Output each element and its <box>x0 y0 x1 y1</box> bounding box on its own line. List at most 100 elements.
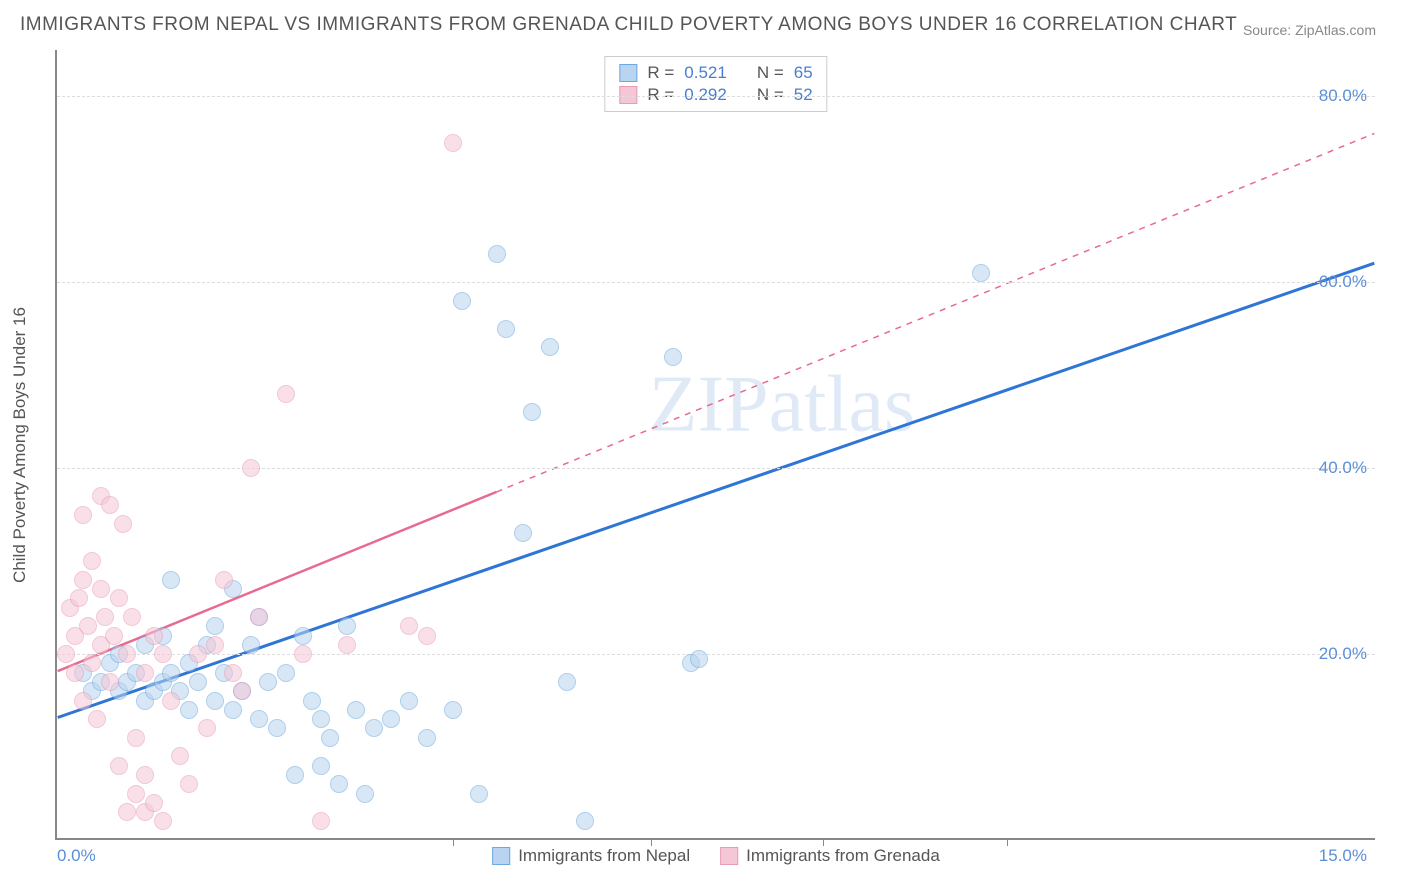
swatch-series2 <box>619 86 637 104</box>
scatter-point <box>145 794 163 812</box>
stats-N-value-2: 52 <box>794 85 813 105</box>
scatter-point <box>101 496 119 514</box>
scatter-point <box>338 617 356 635</box>
scatter-point <box>154 645 172 663</box>
stats-row-series1: R = 0.521 N = 65 <box>619 63 812 83</box>
x-tick-mark <box>453 838 454 846</box>
scatter-point <box>189 673 207 691</box>
scatter-point <box>365 719 383 737</box>
scatter-point <box>400 692 418 710</box>
scatter-point <box>303 692 321 710</box>
scatter-point <box>123 608 141 626</box>
y-tick-label: 60.0% <box>1319 272 1367 292</box>
scatter-point <box>162 664 180 682</box>
scatter-point <box>66 664 84 682</box>
chart-container: IMMIGRANTS FROM NEPAL VS IMMIGRANTS FROM… <box>0 0 1406 892</box>
scatter-point <box>57 645 75 663</box>
legend-label-2: Immigrants from Grenada <box>746 846 940 866</box>
scatter-point <box>400 617 418 635</box>
x-tick-mark <box>823 838 824 846</box>
scatter-point <box>268 719 286 737</box>
scatter-point <box>180 775 198 793</box>
scatter-point <box>88 710 106 728</box>
scatter-point <box>224 701 242 719</box>
legend-swatch-2 <box>720 847 738 865</box>
y-axis-label: Child Poverty Among Boys Under 16 <box>10 307 30 583</box>
chart-title: IMMIGRANTS FROM NEPAL VS IMMIGRANTS FROM… <box>20 14 1237 36</box>
stats-legend-box: R = 0.521 N = 65 R = 0.292 N = 52 <box>604 56 827 112</box>
stats-N-value-1: 65 <box>794 63 813 83</box>
scatter-point <box>110 589 128 607</box>
scatter-point <box>224 664 242 682</box>
gridline-h <box>57 96 1375 97</box>
bottom-legend: Immigrants from Nepal Immigrants from Gr… <box>492 846 940 866</box>
stats-R-label: R = <box>647 85 674 105</box>
scatter-point <box>321 729 339 747</box>
scatter-point <box>356 785 374 803</box>
scatter-point <box>171 747 189 765</box>
scatter-point <box>74 506 92 524</box>
scatter-point <box>382 710 400 728</box>
scatter-point <box>136 664 154 682</box>
y-tick-label: 80.0% <box>1319 86 1367 106</box>
gridline-h <box>57 282 1375 283</box>
scatter-point <box>162 571 180 589</box>
scatter-point <box>74 571 92 589</box>
scatter-point <box>294 627 312 645</box>
scatter-point <box>215 571 233 589</box>
gridline-h <box>57 654 1375 655</box>
source-label: Source: ZipAtlas.com <box>1243 22 1376 38</box>
x-tick-max: 15.0% <box>1319 846 1367 866</box>
scatter-point <box>286 766 304 784</box>
scatter-point <box>444 701 462 719</box>
y-tick-label: 20.0% <box>1319 644 1367 664</box>
scatter-point <box>92 580 110 598</box>
scatter-point <box>242 459 260 477</box>
scatter-point <box>74 692 92 710</box>
scatter-point <box>206 617 224 635</box>
scatter-point <box>523 403 541 421</box>
scatter-point <box>127 785 145 803</box>
scatter-point <box>277 385 295 403</box>
scatter-point <box>347 701 365 719</box>
legend-item-2: Immigrants from Grenada <box>720 846 940 866</box>
scatter-point <box>277 664 295 682</box>
scatter-point <box>105 627 123 645</box>
scatter-point <box>558 673 576 691</box>
scatter-point <box>189 645 207 663</box>
scatter-point <box>294 645 312 663</box>
legend-swatch-1 <box>492 847 510 865</box>
scatter-point <box>664 348 682 366</box>
stats-R-value-2: 0.292 <box>684 85 727 105</box>
scatter-point <box>206 692 224 710</box>
scatter-point <box>136 766 154 784</box>
scatter-point <box>127 729 145 747</box>
swatch-series1 <box>619 64 637 82</box>
scatter-point <box>110 757 128 775</box>
scatter-point <box>250 608 268 626</box>
scatter-point <box>488 245 506 263</box>
scatter-point <box>96 608 114 626</box>
plot-area: ZIPatlas R = 0.521 N = 65 R = 0.292 N = … <box>55 50 1375 840</box>
scatter-point <box>497 320 515 338</box>
scatter-point <box>972 264 990 282</box>
y-tick-label: 40.0% <box>1319 458 1367 478</box>
scatter-point <box>418 627 436 645</box>
scatter-point <box>576 812 594 830</box>
scatter-point <box>114 515 132 533</box>
scatter-point <box>206 636 224 654</box>
scatter-point <box>79 617 97 635</box>
watermark: ZIPatlas <box>649 359 916 450</box>
x-tick-mark <box>1007 838 1008 846</box>
legend-label-1: Immigrants from Nepal <box>518 846 690 866</box>
scatter-point <box>453 292 471 310</box>
legend-item-1: Immigrants from Nepal <box>492 846 690 866</box>
scatter-point <box>330 775 348 793</box>
stats-R-value-1: 0.521 <box>684 63 727 83</box>
stats-N-label: N = <box>757 85 784 105</box>
scatter-point <box>83 654 101 672</box>
stats-R-label: R = <box>647 63 674 83</box>
scatter-point <box>312 757 330 775</box>
scatter-point <box>250 710 268 728</box>
scatter-point <box>233 682 251 700</box>
